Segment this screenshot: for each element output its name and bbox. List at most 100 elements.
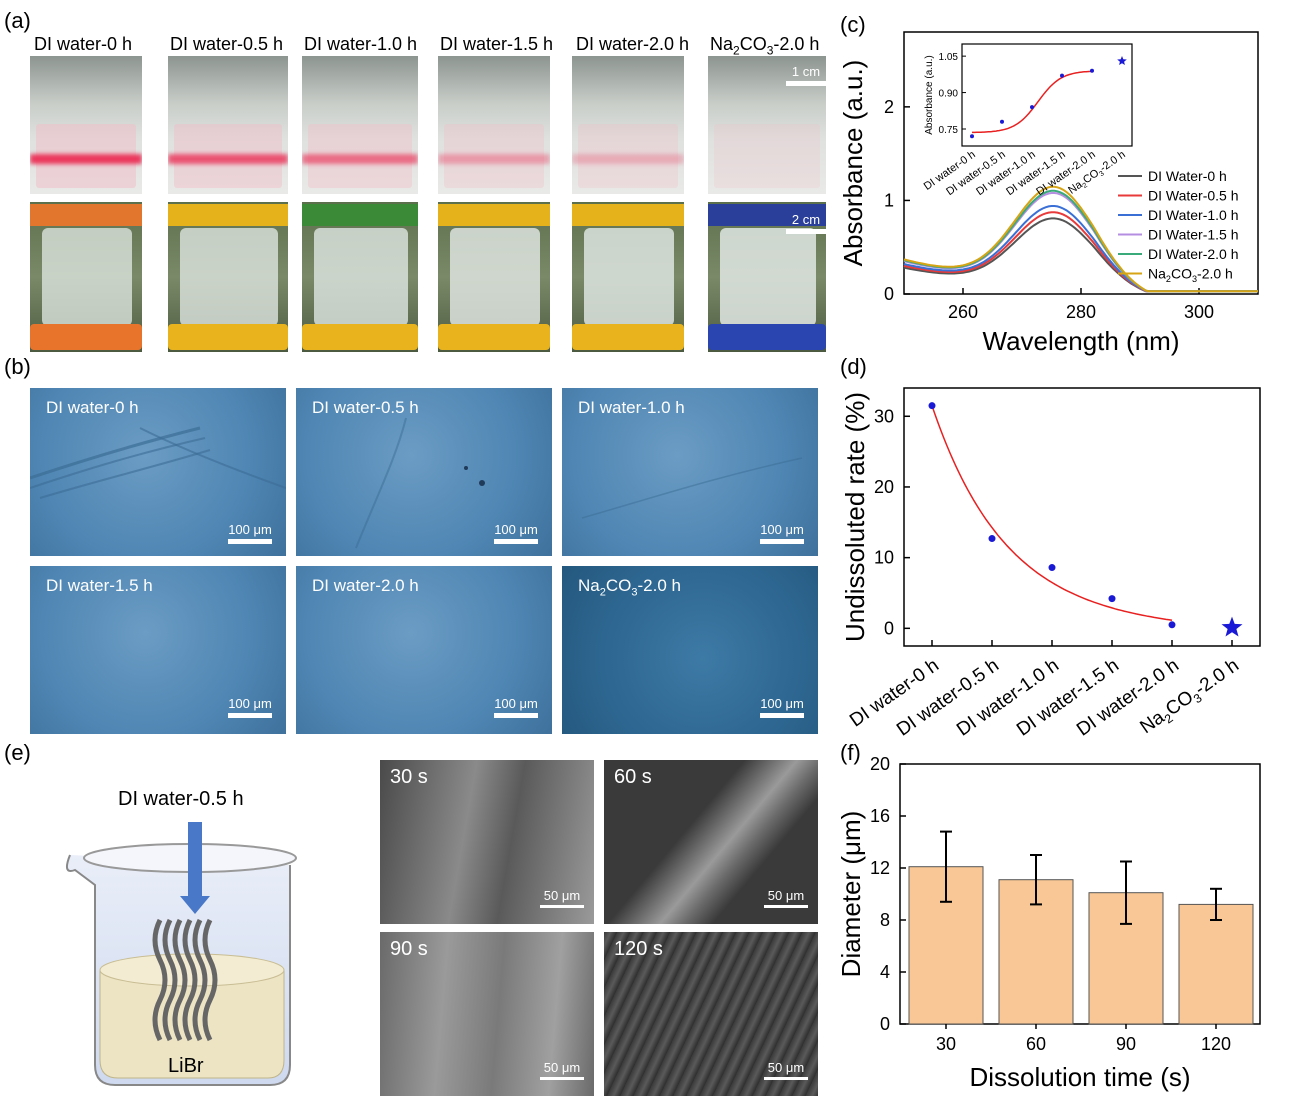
bag-clip-top [168, 204, 288, 226]
gel-bag [314, 228, 408, 326]
micrograph-scale-4: 100 μm [494, 696, 538, 718]
micrograph-scale-1: 100 μm [494, 522, 538, 544]
y-axis-label: Absorbance (a.u.) [838, 60, 868, 267]
laser-band [708, 154, 826, 164]
laser-band [30, 154, 142, 164]
y-tick-label: 30 [874, 406, 894, 426]
photo-scale-top: 1 cm [786, 64, 826, 86]
sem-image-2: 90 s 50 μm [380, 932, 594, 1096]
micrograph-4: DI water-2.0 h 100 μm [296, 566, 552, 734]
inset-point [970, 134, 974, 139]
y-tick-label: 0 [884, 618, 894, 638]
dissolution-schematic [65, 822, 297, 1086]
bag-clip-bottom [572, 324, 684, 350]
micrograph-title-1: DI water-0.5 h [312, 398, 419, 417]
data-point [988, 535, 996, 543]
inset-y-axis-label: Absorbance (a.u.) [924, 55, 935, 135]
data-point [928, 402, 936, 410]
panel-label-b: (b) [4, 354, 31, 379]
y-tick-label: 20 [874, 477, 894, 497]
sem-scale-2: 50 μm [540, 1060, 584, 1080]
x-tick-label: 300 [1184, 302, 1214, 322]
laser-band [168, 154, 288, 164]
inset-star-point [1117, 56, 1127, 65]
fiber-bundle [152, 918, 218, 1042]
x-axis-label: Dissolution time (s) [969, 1062, 1190, 1092]
laser-band [572, 154, 684, 164]
sem-image-1: 60 s 50 μm [604, 760, 818, 924]
bag-photo [302, 202, 418, 352]
laser-band [438, 154, 550, 164]
beaker-photo [302, 56, 418, 194]
liquid-fill [444, 124, 544, 188]
y-tick-label: 0 [884, 284, 894, 304]
inset-point [1030, 105, 1034, 110]
beaker-photo [572, 56, 684, 194]
bar [1178, 903, 1254, 1025]
photo-title-0: DI water-0 h [34, 34, 133, 54]
bag-photo [572, 202, 684, 352]
micrograph-2: DI water-1.0 h 100 μm [562, 388, 818, 556]
sem-scale-3: 50 μm [764, 1060, 808, 1080]
sem-title-0: 30 s [390, 766, 428, 788]
bag-photo [30, 202, 142, 352]
micrograph-title-2: DI water-1.0 h [578, 398, 685, 417]
photo-title-2: DI water-1.0 h [304, 34, 418, 54]
micrograph-1: DI water-0.5 h 100 μm [296, 388, 552, 556]
micrograph-title-0: DI water-0 h [46, 398, 139, 417]
x-tick-label: DI water-1.0 h [953, 655, 1063, 740]
micrograph-5: Na2CO3-2.0 h 100 μm [562, 566, 818, 734]
schematic-liquid-label: LiBr [168, 1055, 204, 1077]
x-axis-label: Wavelength (nm) [983, 326, 1180, 356]
sem-scale-1: 50 μm [764, 888, 808, 908]
y-tick-label: 20 [870, 754, 890, 774]
panel-label-d: (d) [840, 354, 867, 379]
laser-band [302, 154, 418, 164]
bag-clip-top [708, 204, 826, 226]
sem-title-3: 120 s [614, 938, 663, 960]
down-arrow-icon [180, 896, 210, 914]
legend-label: Na2CO3-2.0 h [1148, 266, 1233, 285]
sem-image-3: 120 s 50 μm [604, 932, 818, 1096]
bag-clip-top [302, 204, 418, 226]
inset-y-tick-label: 0.90 [939, 89, 959, 100]
inset-y-tick-label: 1.05 [939, 52, 959, 63]
sem-title-1: 60 s [614, 766, 652, 788]
x-tick-label: DI water-2.0 h [1073, 655, 1183, 740]
gel-bag [180, 228, 278, 326]
x-tick-label: DI water-1.5 h [1013, 655, 1123, 740]
bag-photo [168, 202, 288, 352]
bag-photo [708, 202, 826, 352]
photo-title-4: DI water-2.0 h [576, 34, 690, 54]
gel-bag [450, 228, 540, 326]
gel-bag [720, 228, 816, 326]
x-tick-label: DI water-0.5 h [893, 655, 1003, 740]
sem-image-0: 30 s 50 μm [380, 760, 594, 924]
micrograph-title-3: DI water-1.5 h [46, 576, 153, 595]
bag-clip-top [30, 204, 142, 226]
x-tick-label: 90 [1116, 1034, 1136, 1054]
beaker-photo [438, 56, 550, 194]
sem-title-2: 90 s [390, 938, 428, 960]
legend-label: DI Water-1.5 h [1148, 227, 1239, 243]
bag-photo [438, 202, 550, 352]
inset-point [1000, 119, 1004, 124]
data-point [1108, 595, 1116, 603]
x-tick-label: 280 [1066, 302, 1096, 322]
y-axis-label: Undissoluted rate (%) [840, 392, 870, 642]
photo-scale-bottom: 2 cm [786, 212, 826, 234]
beaker-photo [30, 56, 142, 194]
inset-y-tick-label: 0.75 [939, 125, 959, 136]
micrograph-3: DI water-1.5 h 100 μm [30, 566, 286, 734]
beaker-photo [168, 56, 288, 194]
data-point [1048, 564, 1056, 572]
y-tick-label: 4 [880, 962, 890, 982]
star-point [1221, 616, 1243, 637]
inset-fit-curve [972, 70, 1093, 134]
plot-frame [899, 763, 1261, 1025]
inset-point [1060, 73, 1064, 78]
liquid-fill [578, 124, 678, 188]
photo-title-3: DI water-1.5 h [440, 34, 554, 54]
legend-label: DI Water-1.0 h [1148, 207, 1239, 223]
